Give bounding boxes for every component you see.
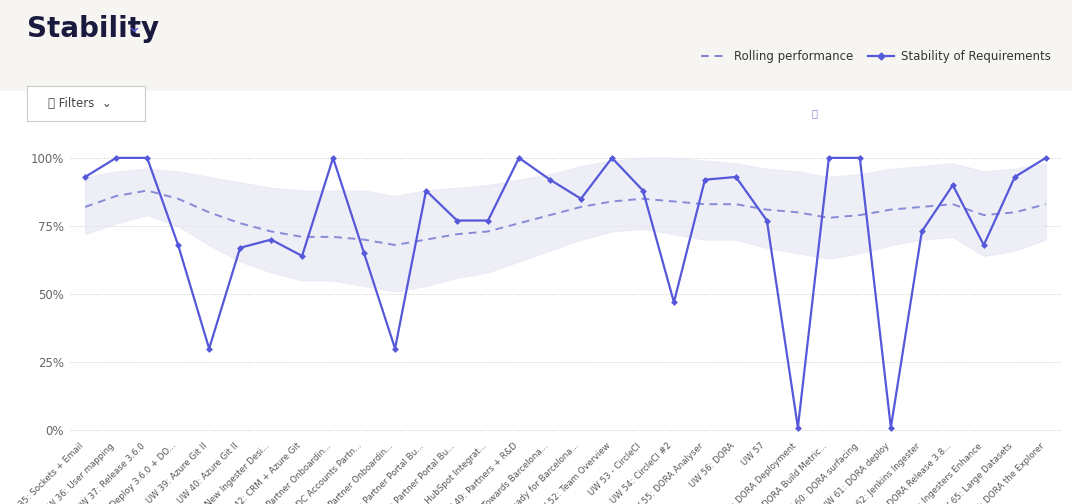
Text: ⧆ Filters  ⌄: ⧆ Filters ⌄	[48, 97, 111, 110]
Text: ⓘ: ⓘ	[812, 108, 817, 118]
Legend: Rolling performance, Stability of Requirements: Rolling performance, Stability of Requir…	[697, 45, 1055, 68]
Text: ⌄: ⌄	[126, 18, 142, 36]
Text: Stability: Stability	[27, 15, 159, 43]
